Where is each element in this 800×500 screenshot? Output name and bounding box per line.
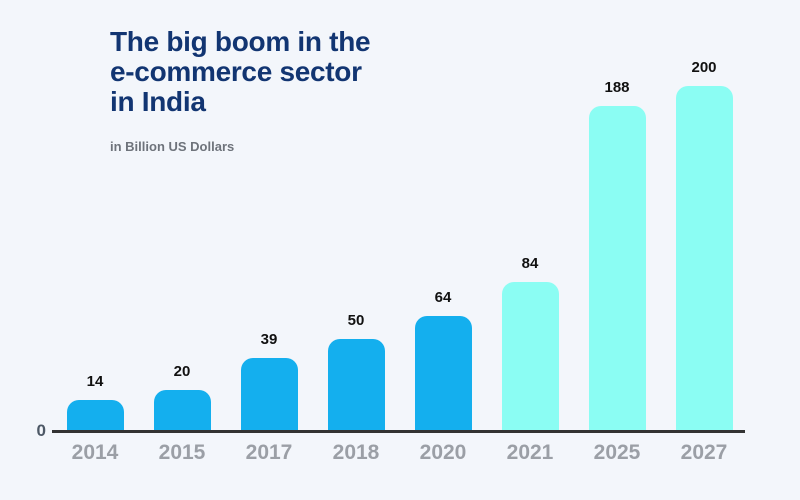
x-axis-tick-label: 2017 [245, 441, 293, 464]
bar-value-label: 50 [347, 312, 365, 329]
x-axis-tick-label: 2027 [680, 441, 728, 464]
chart-title: The big boom in the e-commerce sector in… [110, 26, 371, 117]
bar [675, 86, 733, 432]
y-axis-zero-label: 0 [36, 421, 46, 440]
bar-value-label: 14 [86, 373, 104, 390]
bar [327, 339, 385, 432]
bar-value-label: 64 [434, 289, 452, 306]
bar [153, 390, 211, 432]
x-axis-tick-label: 2018 [332, 441, 380, 464]
x-axis-tick-label: 2021 [506, 441, 554, 464]
bar-value-label: 39 [260, 331, 278, 348]
chart-title-line-3: in India [110, 86, 206, 117]
bar-value-label: 20 [173, 363, 191, 380]
bar [501, 282, 559, 432]
bar [66, 400, 124, 432]
bar-value-label: 188 [604, 79, 630, 96]
chart-title-line-1: The big boom in the [110, 26, 371, 57]
x-axis-tick-label: 2025 [593, 441, 641, 464]
bar-value-label: 84 [521, 255, 539, 272]
chart-subtitle: in Billion US Dollars [110, 139, 235, 154]
x-axis-tick-label: 2015 [158, 441, 206, 464]
bar [588, 106, 646, 432]
bar-value-label: 200 [691, 59, 717, 76]
x-axis-line [52, 430, 745, 433]
x-axis-tick-label: 2020 [419, 441, 467, 464]
bar [240, 358, 298, 432]
chart-title-line-2: e-commerce sector [110, 56, 362, 87]
bar [414, 316, 472, 432]
x-axis-tick-label: 2014 [71, 441, 119, 464]
